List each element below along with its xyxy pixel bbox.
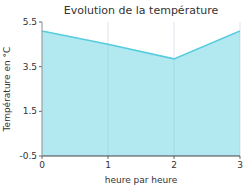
grid-line-x xyxy=(42,22,43,156)
tick-label-y: -0.5 xyxy=(19,151,37,161)
area-fill xyxy=(42,31,240,156)
data-line xyxy=(42,31,240,59)
tick-label-x: 0 xyxy=(39,160,45,170)
chart-title: Evolution de la température xyxy=(64,4,219,17)
chart-svg: 0 1 2 3 -0.5 1.5 3.5 5.5 Evolution de la tempéra… xyxy=(0,0,250,188)
tick-label-x: 2 xyxy=(171,160,177,170)
x-axis-label: heure par heure xyxy=(105,175,178,185)
tick-label-y: 5.5 xyxy=(23,17,37,27)
y-axis-label: Température en °C xyxy=(2,47,12,133)
axis-y xyxy=(42,22,43,156)
tick-label-y: 1.5 xyxy=(23,106,37,116)
tick-label-x: 1 xyxy=(105,160,111,170)
tick-label-y: 3.5 xyxy=(23,62,37,72)
chart-container: 0 1 2 3 -0.5 1.5 3.5 5.5 Evolution de la tempéra… xyxy=(0,0,250,188)
plot-background xyxy=(42,22,240,156)
axis-x xyxy=(42,156,240,157)
tick-label-x: 3 xyxy=(237,160,243,170)
plot-area xyxy=(42,31,240,156)
